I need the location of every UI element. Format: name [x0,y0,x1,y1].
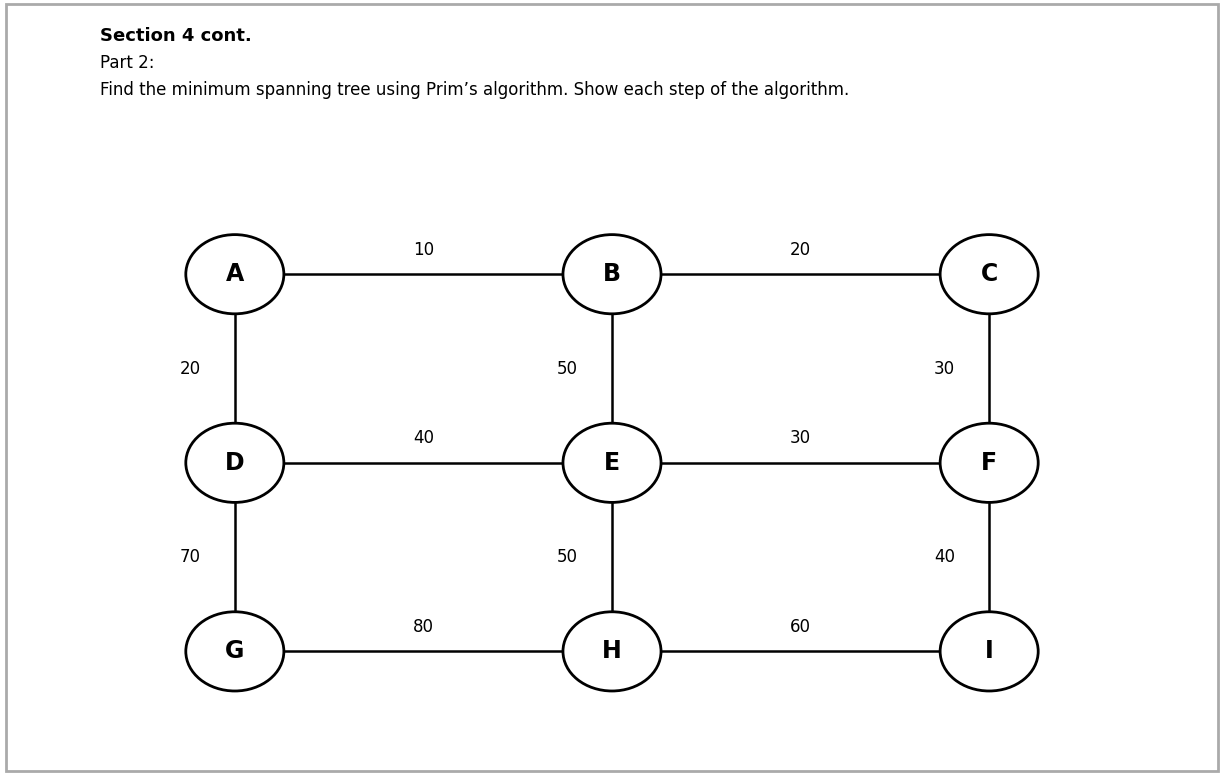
Text: E: E [603,451,621,475]
Text: 20: 20 [789,241,812,259]
Text: 40: 40 [934,548,955,566]
Text: 70: 70 [180,548,201,566]
Ellipse shape [563,423,661,502]
Text: H: H [602,639,622,663]
Ellipse shape [186,235,284,314]
Text: G: G [225,639,245,663]
Text: 40: 40 [412,429,435,447]
Ellipse shape [186,423,284,502]
Ellipse shape [186,611,284,691]
Text: 30: 30 [934,360,955,377]
Text: 60: 60 [789,618,812,636]
Text: 50: 50 [557,548,578,566]
Text: 20: 20 [180,360,201,377]
Text: F: F [982,451,998,475]
Text: B: B [603,262,621,286]
Text: 80: 80 [412,618,435,636]
Ellipse shape [563,611,661,691]
Text: A: A [225,262,244,286]
Text: Section 4 cont.: Section 4 cont. [100,27,252,45]
Text: I: I [985,639,994,663]
Ellipse shape [940,423,1038,502]
Ellipse shape [940,611,1038,691]
Text: D: D [225,451,245,475]
Text: 50: 50 [557,360,578,377]
Ellipse shape [940,235,1038,314]
Text: Part 2:: Part 2: [100,54,155,72]
Text: 10: 10 [412,241,435,259]
Text: Find the minimum spanning tree using Prim’s algorithm. Show each step of the alg: Find the minimum spanning tree using Pri… [100,81,849,99]
Text: 30: 30 [789,429,812,447]
Ellipse shape [563,235,661,314]
Text: C: C [980,262,998,286]
